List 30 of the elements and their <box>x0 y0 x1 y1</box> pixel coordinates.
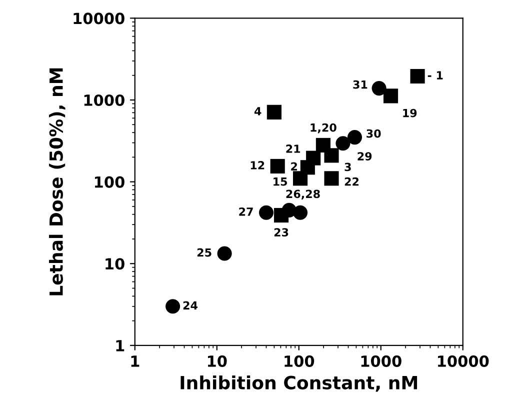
annotation: 3 <box>344 162 351 172</box>
annotation: 12 <box>250 161 264 170</box>
x-tick-label: 100 <box>284 355 314 367</box>
annotation: - 1 <box>428 71 443 80</box>
x-tick-label: 1 <box>131 356 140 367</box>
annotation: 27 <box>239 207 253 216</box>
y-tick-label: 1 <box>116 340 124 352</box>
annotation: 21 <box>286 144 300 153</box>
y-tick-label: 100 <box>95 176 124 188</box>
annotation: 1,20 <box>310 123 336 134</box>
annotation: 23 <box>274 228 288 237</box>
annotation: 29 <box>358 152 372 160</box>
annotation: 25 <box>197 248 212 257</box>
y-tick-label: 10000 <box>74 12 124 24</box>
annotation: 22 <box>344 177 359 186</box>
annotation: 24 <box>183 301 198 310</box>
annotation: 19 <box>403 108 417 118</box>
y-axis-title: Lethal Dose (50%), nM <box>48 68 66 296</box>
annotation: 15 <box>274 178 288 186</box>
y-tick-label: 1000 <box>84 94 124 106</box>
x-tick-label: 10000 <box>438 355 489 367</box>
x-axis-title: Inhibition Constant, nM <box>180 375 418 392</box>
y-tick-label: 10 <box>106 258 124 270</box>
annotation: 26,28 <box>286 190 320 200</box>
annotation: 4 <box>254 107 262 116</box>
annotation: 30 <box>366 129 381 138</box>
x-tick-label: 1000 <box>361 355 402 367</box>
annotation: 31 <box>353 80 368 89</box>
x-tick-label: 10 <box>208 355 227 367</box>
annotation: 2 <box>291 162 297 170</box>
